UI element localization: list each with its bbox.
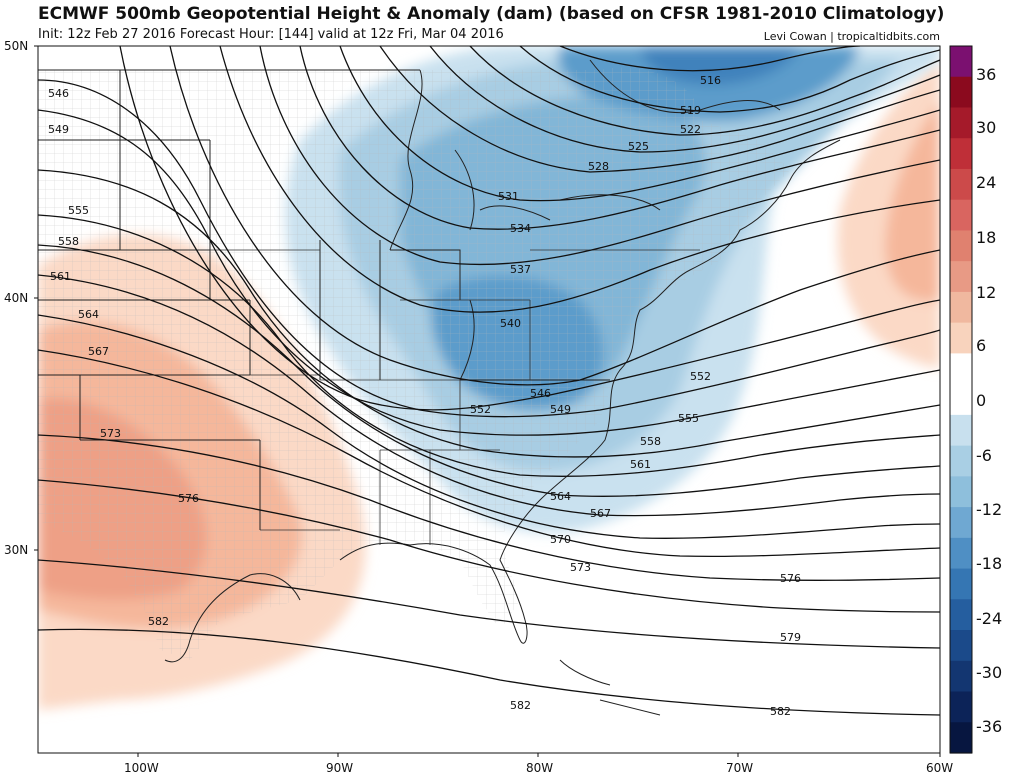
- contour-label: 576: [780, 572, 801, 585]
- contour-label: 582: [510, 699, 531, 712]
- colorbar-segment: [950, 691, 972, 723]
- colorbar-segment: [950, 199, 972, 232]
- colorbar-tick-label: -12: [976, 500, 1002, 519]
- contour-label: 561: [50, 270, 71, 283]
- contour-label: 576: [178, 492, 199, 505]
- county-grid: [38, 67, 790, 660]
- colorbar-labels: 36 30 24 18 12 6 0 -6 -12 -18 -24 -30 -3…: [976, 65, 1002, 736]
- colorbar-tick-label: -6: [976, 446, 992, 465]
- contour-label: 564: [550, 490, 571, 503]
- contour-label: 573: [570, 561, 591, 574]
- colorbar-segment: [950, 230, 972, 262]
- contour-label: 573: [100, 427, 121, 440]
- contour-label: 582: [148, 615, 169, 628]
- contour-label: 567: [590, 507, 611, 520]
- contour-label: 522: [680, 123, 701, 136]
- map-content: 516 519 522 525 528 531 534 537 540 546 …: [38, 46, 940, 753]
- contour-label: 561: [630, 458, 651, 471]
- colorbar-segment: [950, 322, 972, 354]
- colorbar-tick-label: 36: [976, 65, 996, 84]
- contour-label: 546: [48, 87, 69, 100]
- colorbar-segment: [950, 353, 972, 385]
- lon-label-60w: 60W: [926, 761, 953, 775]
- contour-label: 516: [700, 74, 721, 87]
- contour-label: 519: [680, 104, 701, 117]
- colorbar-segment: [950, 507, 972, 539]
- contour-label: 582: [770, 705, 791, 718]
- colorbar-segment: [950, 599, 972, 631]
- contour-label: 567: [88, 345, 109, 358]
- colorbar-segment: [950, 722, 972, 754]
- colorbar-tick-label: -36: [976, 717, 1002, 736]
- contour-label: 528: [588, 160, 609, 173]
- colorbar-segment: [950, 384, 972, 416]
- colorbar-segment: [950, 107, 972, 139]
- axis-ticks: [34, 45, 941, 757]
- contour-label: 552: [470, 403, 491, 416]
- contour-label: 549: [550, 403, 571, 416]
- contour-label: 564: [78, 308, 99, 321]
- colorbar-segment: [950, 476, 972, 508]
- colorbar-segment: [950, 445, 972, 477]
- contour-label-group: 516 519 522 525 528 531 534 537 540 546 …: [48, 74, 801, 718]
- colorbar-segment: [950, 414, 972, 447]
- colorbar-tick-label: -30: [976, 663, 1002, 682]
- colorbar-tick-label: 12: [976, 283, 996, 302]
- coastlines: [38, 59, 841, 716]
- colorbar-segment: [950, 76, 972, 109]
- contour-label: 579: [780, 631, 801, 644]
- colorbar-tick-label: 30: [976, 118, 996, 137]
- colorbar-tick-label: 0: [976, 391, 986, 410]
- contour-label: 531: [498, 190, 519, 203]
- colorbar-frame: [949, 45, 973, 754]
- colorbar-segment: [950, 138, 972, 170]
- contour-label: 549: [48, 123, 69, 136]
- colorbar-segment: [950, 568, 972, 600]
- contour-label: 537: [510, 263, 531, 276]
- lon-label-90w: 90W: [326, 761, 353, 775]
- colorbar-tick-label: 18: [976, 228, 996, 247]
- contour-label: 525: [628, 140, 649, 153]
- map-frame: [37, 45, 941, 754]
- lon-label-100w: 100W: [124, 761, 159, 775]
- lat-label-50n: 50N: [4, 39, 28, 53]
- contour-label: 558: [640, 435, 661, 448]
- contour-label: 570: [550, 533, 571, 546]
- contour-label: 558: [58, 235, 79, 248]
- lon-label-80w: 80W: [526, 761, 553, 775]
- lon-label-70w: 70W: [726, 761, 753, 775]
- height-contours: [38, 46, 940, 716]
- credit-text: Levi Cowan | tropicaltidbits.com: [763, 30, 940, 43]
- contour-label: 552: [690, 370, 711, 383]
- lat-label-40n: 40N: [4, 291, 28, 305]
- colorbar-segment: [950, 168, 972, 201]
- colorbar-segment: [950, 630, 972, 662]
- colorbar-tick-label: 6: [976, 336, 986, 355]
- contour-label: 534: [510, 222, 531, 235]
- map-title: ECMWF 500mb Geopotential Height & Anomal…: [38, 4, 945, 24]
- contour-label: 555: [68, 204, 89, 217]
- contour-label: 555: [678, 412, 699, 425]
- colorbar-segment: [950, 291, 972, 324]
- colorbar-tick-label: -18: [976, 554, 1002, 573]
- colorbar-segment: [950, 660, 972, 693]
- contour-label: 540: [500, 317, 521, 330]
- contour-label: 546: [530, 387, 551, 400]
- colorbar-tick-label: 24: [976, 173, 996, 192]
- lat-label-30n: 30N: [4, 543, 28, 557]
- anomaly-colorbar: [949, 45, 973, 754]
- colorbar-segment: [950, 261, 972, 293]
- colorbar-tick-label: -24: [976, 609, 1002, 628]
- map-subtitle: Init: 12z Feb 27 2016 Forecast Hour: [14…: [38, 27, 504, 42]
- colorbar-segment: [950, 537, 972, 570]
- colorbar-segment: [950, 46, 972, 78]
